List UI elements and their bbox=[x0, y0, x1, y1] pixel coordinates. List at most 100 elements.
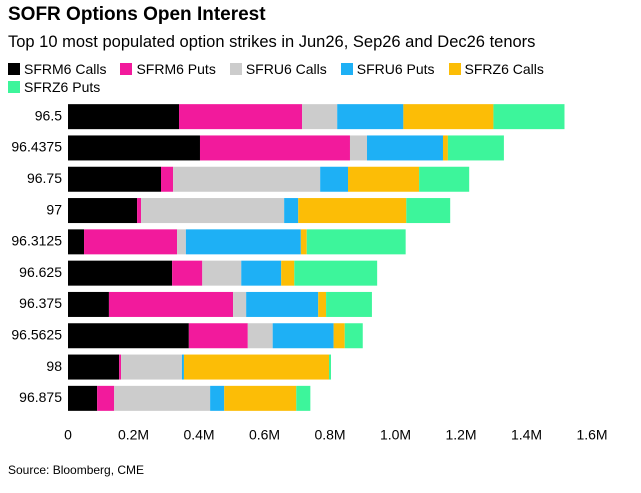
legend-label: SFRM6 Calls bbox=[24, 61, 107, 77]
y-tick-label: 96.625 bbox=[19, 264, 62, 280]
legend-label: SFRM6 Puts bbox=[136, 61, 216, 77]
chart-subtitle: Top 10 most populated option strikes in … bbox=[8, 33, 536, 51]
bar-segment bbox=[318, 291, 327, 317]
bar-segment bbox=[306, 229, 406, 255]
bar-segment bbox=[68, 104, 180, 130]
x-tick-label: 1.0M bbox=[380, 427, 411, 443]
bar-segment bbox=[202, 260, 242, 286]
x-tick-label: 0.2M bbox=[118, 427, 149, 443]
bar-segment bbox=[181, 354, 184, 380]
bar-segment bbox=[137, 198, 142, 224]
bar-segment bbox=[161, 166, 174, 192]
x-tick-label: 1.2M bbox=[445, 427, 476, 443]
bar-segment bbox=[344, 323, 363, 349]
bar-segment bbox=[246, 291, 319, 317]
bar-segment bbox=[183, 354, 330, 380]
bar-segment bbox=[173, 166, 321, 192]
bar-segment bbox=[272, 323, 334, 349]
bar-segment bbox=[68, 323, 189, 349]
bar-segment bbox=[294, 260, 378, 286]
bar-segment bbox=[419, 166, 470, 192]
legend-label: SFRU6 Puts bbox=[356, 61, 435, 77]
legend: SFRM6 Calls SFRM6 Puts SFRU6 Calls SFRU6 Pu… bbox=[8, 60, 608, 96]
legend-item: SFRM6 Calls bbox=[8, 60, 106, 78]
bar-segment bbox=[108, 291, 234, 317]
x-tick-label: 1.6M bbox=[576, 427, 607, 443]
bar-segment bbox=[233, 291, 247, 317]
y-tick-label: 96.3125 bbox=[11, 233, 62, 249]
bar-segment bbox=[349, 135, 368, 161]
bar-segment bbox=[68, 135, 200, 161]
x-tick-label: 0 bbox=[64, 427, 72, 443]
bar-segment bbox=[493, 104, 565, 130]
legend-item: SFRM6 Puts bbox=[120, 60, 216, 78]
bar-segment bbox=[68, 260, 173, 286]
legend-label: SFRU6 Calls bbox=[245, 61, 327, 77]
bar-segment bbox=[348, 166, 420, 192]
bar-segment bbox=[199, 135, 350, 161]
bar-segment bbox=[406, 198, 451, 224]
legend-label: SFRZ6 Calls bbox=[464, 61, 544, 77]
bar-segment bbox=[84, 229, 178, 255]
bar-segment bbox=[224, 385, 297, 411]
bar-segment bbox=[367, 135, 443, 161]
bar-segment bbox=[281, 260, 295, 286]
bar-segment bbox=[337, 104, 404, 130]
bar-segment bbox=[326, 291, 372, 317]
bar-segment bbox=[302, 104, 338, 130]
bar-segment bbox=[296, 385, 311, 411]
bar-segment bbox=[179, 104, 303, 130]
x-tick-label: 0.6M bbox=[249, 427, 280, 443]
bar-segment bbox=[447, 135, 504, 161]
bar-segment bbox=[241, 260, 282, 286]
legend-item: SFRU6 Puts bbox=[340, 60, 435, 78]
bar-segment bbox=[188, 323, 248, 349]
legend-swatch bbox=[448, 63, 461, 75]
y-tick-label: 96.4375 bbox=[11, 139, 62, 155]
legend-swatch bbox=[340, 63, 353, 75]
x-tick-label: 0.8M bbox=[314, 427, 345, 443]
legend-item: SFRZ6 Calls bbox=[448, 60, 544, 78]
y-tick-label: 98 bbox=[46, 358, 62, 374]
bar-segment bbox=[68, 166, 162, 192]
y-tick-label: 96.75 bbox=[27, 170, 62, 186]
bar-segment bbox=[177, 229, 186, 255]
bar-segment bbox=[185, 229, 301, 255]
bar-segment bbox=[300, 229, 307, 255]
bar-segment bbox=[210, 385, 225, 411]
bar-segment bbox=[114, 385, 211, 411]
bar-segment bbox=[141, 198, 285, 224]
bar-segment bbox=[329, 354, 331, 380]
bar-segment bbox=[68, 385, 98, 411]
bar-segment bbox=[172, 260, 203, 286]
y-tick-label: 96.875 bbox=[19, 389, 62, 405]
legend-swatch bbox=[229, 63, 242, 75]
bar-segment bbox=[333, 323, 345, 349]
legend-swatch bbox=[8, 63, 20, 75]
bar-segment bbox=[68, 229, 85, 255]
bar-segment bbox=[247, 323, 273, 349]
legend-label: SFRZ6 Puts bbox=[24, 79, 101, 95]
legend-swatch bbox=[8, 81, 20, 93]
bar-segment bbox=[68, 198, 138, 224]
bar-segment bbox=[97, 385, 115, 411]
bar-segment bbox=[298, 198, 407, 224]
y-tick-label: 97 bbox=[46, 201, 62, 217]
x-tick-label: 0.4M bbox=[183, 427, 214, 443]
chart-title: SOFR Options Open Interest bbox=[8, 4, 266, 25]
legend-item: SFRZ6 Puts bbox=[8, 78, 100, 96]
bar-segment bbox=[121, 354, 182, 380]
bar-segment bbox=[68, 291, 109, 317]
bar-segment bbox=[320, 166, 349, 192]
bar-segment bbox=[284, 198, 299, 224]
bar-segment bbox=[442, 135, 448, 161]
legend-item: SFRU6 Calls bbox=[229, 60, 327, 78]
source-note: Source: Bloomberg, CME bbox=[8, 463, 145, 477]
x-tick-label: 1.4M bbox=[511, 427, 542, 443]
legend-swatch bbox=[120, 63, 133, 75]
bar-segment bbox=[403, 104, 494, 130]
y-tick-label: 96.5625 bbox=[11, 326, 62, 342]
bar-segment bbox=[68, 354, 120, 380]
